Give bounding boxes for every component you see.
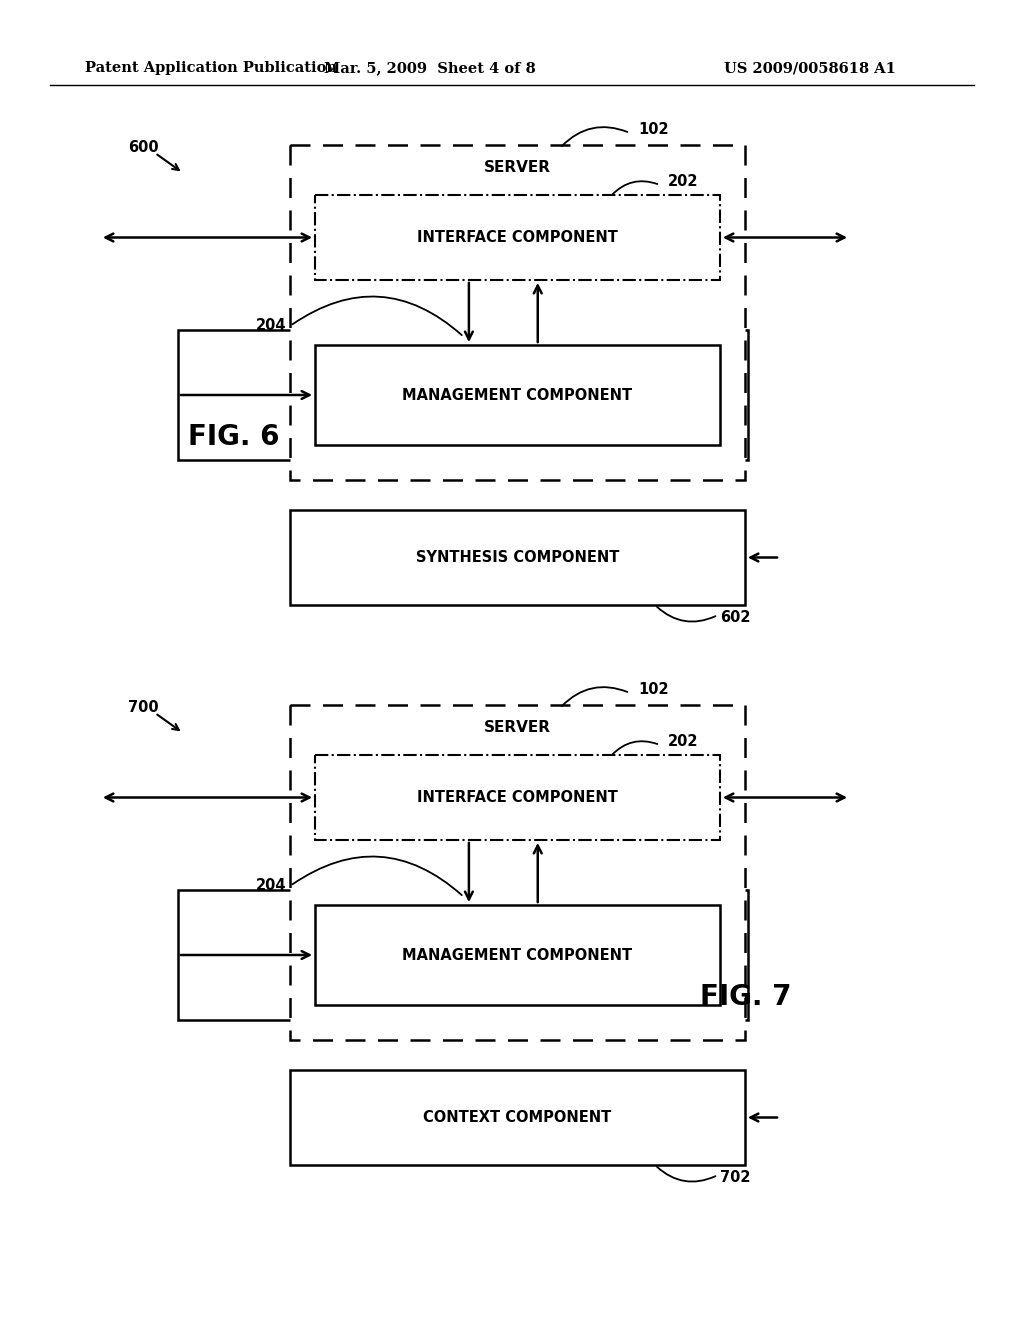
Text: 204: 204 (256, 878, 286, 892)
Bar (315, 345, 720, 445)
Text: 700: 700 (128, 701, 159, 715)
Bar (290, 510, 745, 605)
Text: 202: 202 (668, 174, 698, 190)
Bar (315, 755, 720, 840)
Text: CONTEXT COMPONENT: CONTEXT COMPONENT (423, 1110, 611, 1125)
Text: INTERFACE COMPONENT: INTERFACE COMPONENT (417, 230, 617, 246)
Text: INTERFACE COMPONENT: INTERFACE COMPONENT (417, 789, 617, 805)
Text: 102: 102 (638, 123, 669, 137)
Text: Mar. 5, 2009  Sheet 4 of 8: Mar. 5, 2009 Sheet 4 of 8 (325, 61, 536, 75)
Text: US 2009/0058618 A1: US 2009/0058618 A1 (724, 61, 896, 75)
Text: 602: 602 (720, 610, 751, 624)
Text: 204: 204 (256, 318, 286, 333)
Bar (290, 705, 745, 1040)
Text: Patent Application Publication: Patent Application Publication (85, 61, 337, 75)
Text: 102: 102 (638, 682, 669, 697)
Text: 702: 702 (720, 1170, 751, 1184)
Text: SERVER: SERVER (484, 719, 551, 734)
Bar (290, 145, 745, 480)
Text: SYNTHESIS COMPONENT: SYNTHESIS COMPONENT (416, 550, 620, 565)
Text: MANAGEMENT COMPONENT: MANAGEMENT COMPONENT (402, 948, 633, 962)
Bar (315, 195, 720, 280)
Text: SERVER: SERVER (484, 160, 551, 174)
Text: MANAGEMENT COMPONENT: MANAGEMENT COMPONENT (402, 388, 633, 403)
Bar (290, 1071, 745, 1166)
Text: FIG. 7: FIG. 7 (700, 983, 792, 1011)
Text: 600: 600 (128, 140, 159, 156)
Text: FIG. 6: FIG. 6 (188, 422, 280, 451)
Bar (315, 906, 720, 1005)
Text: 202: 202 (668, 734, 698, 750)
Bar (178, 890, 748, 1020)
Bar (178, 330, 748, 459)
